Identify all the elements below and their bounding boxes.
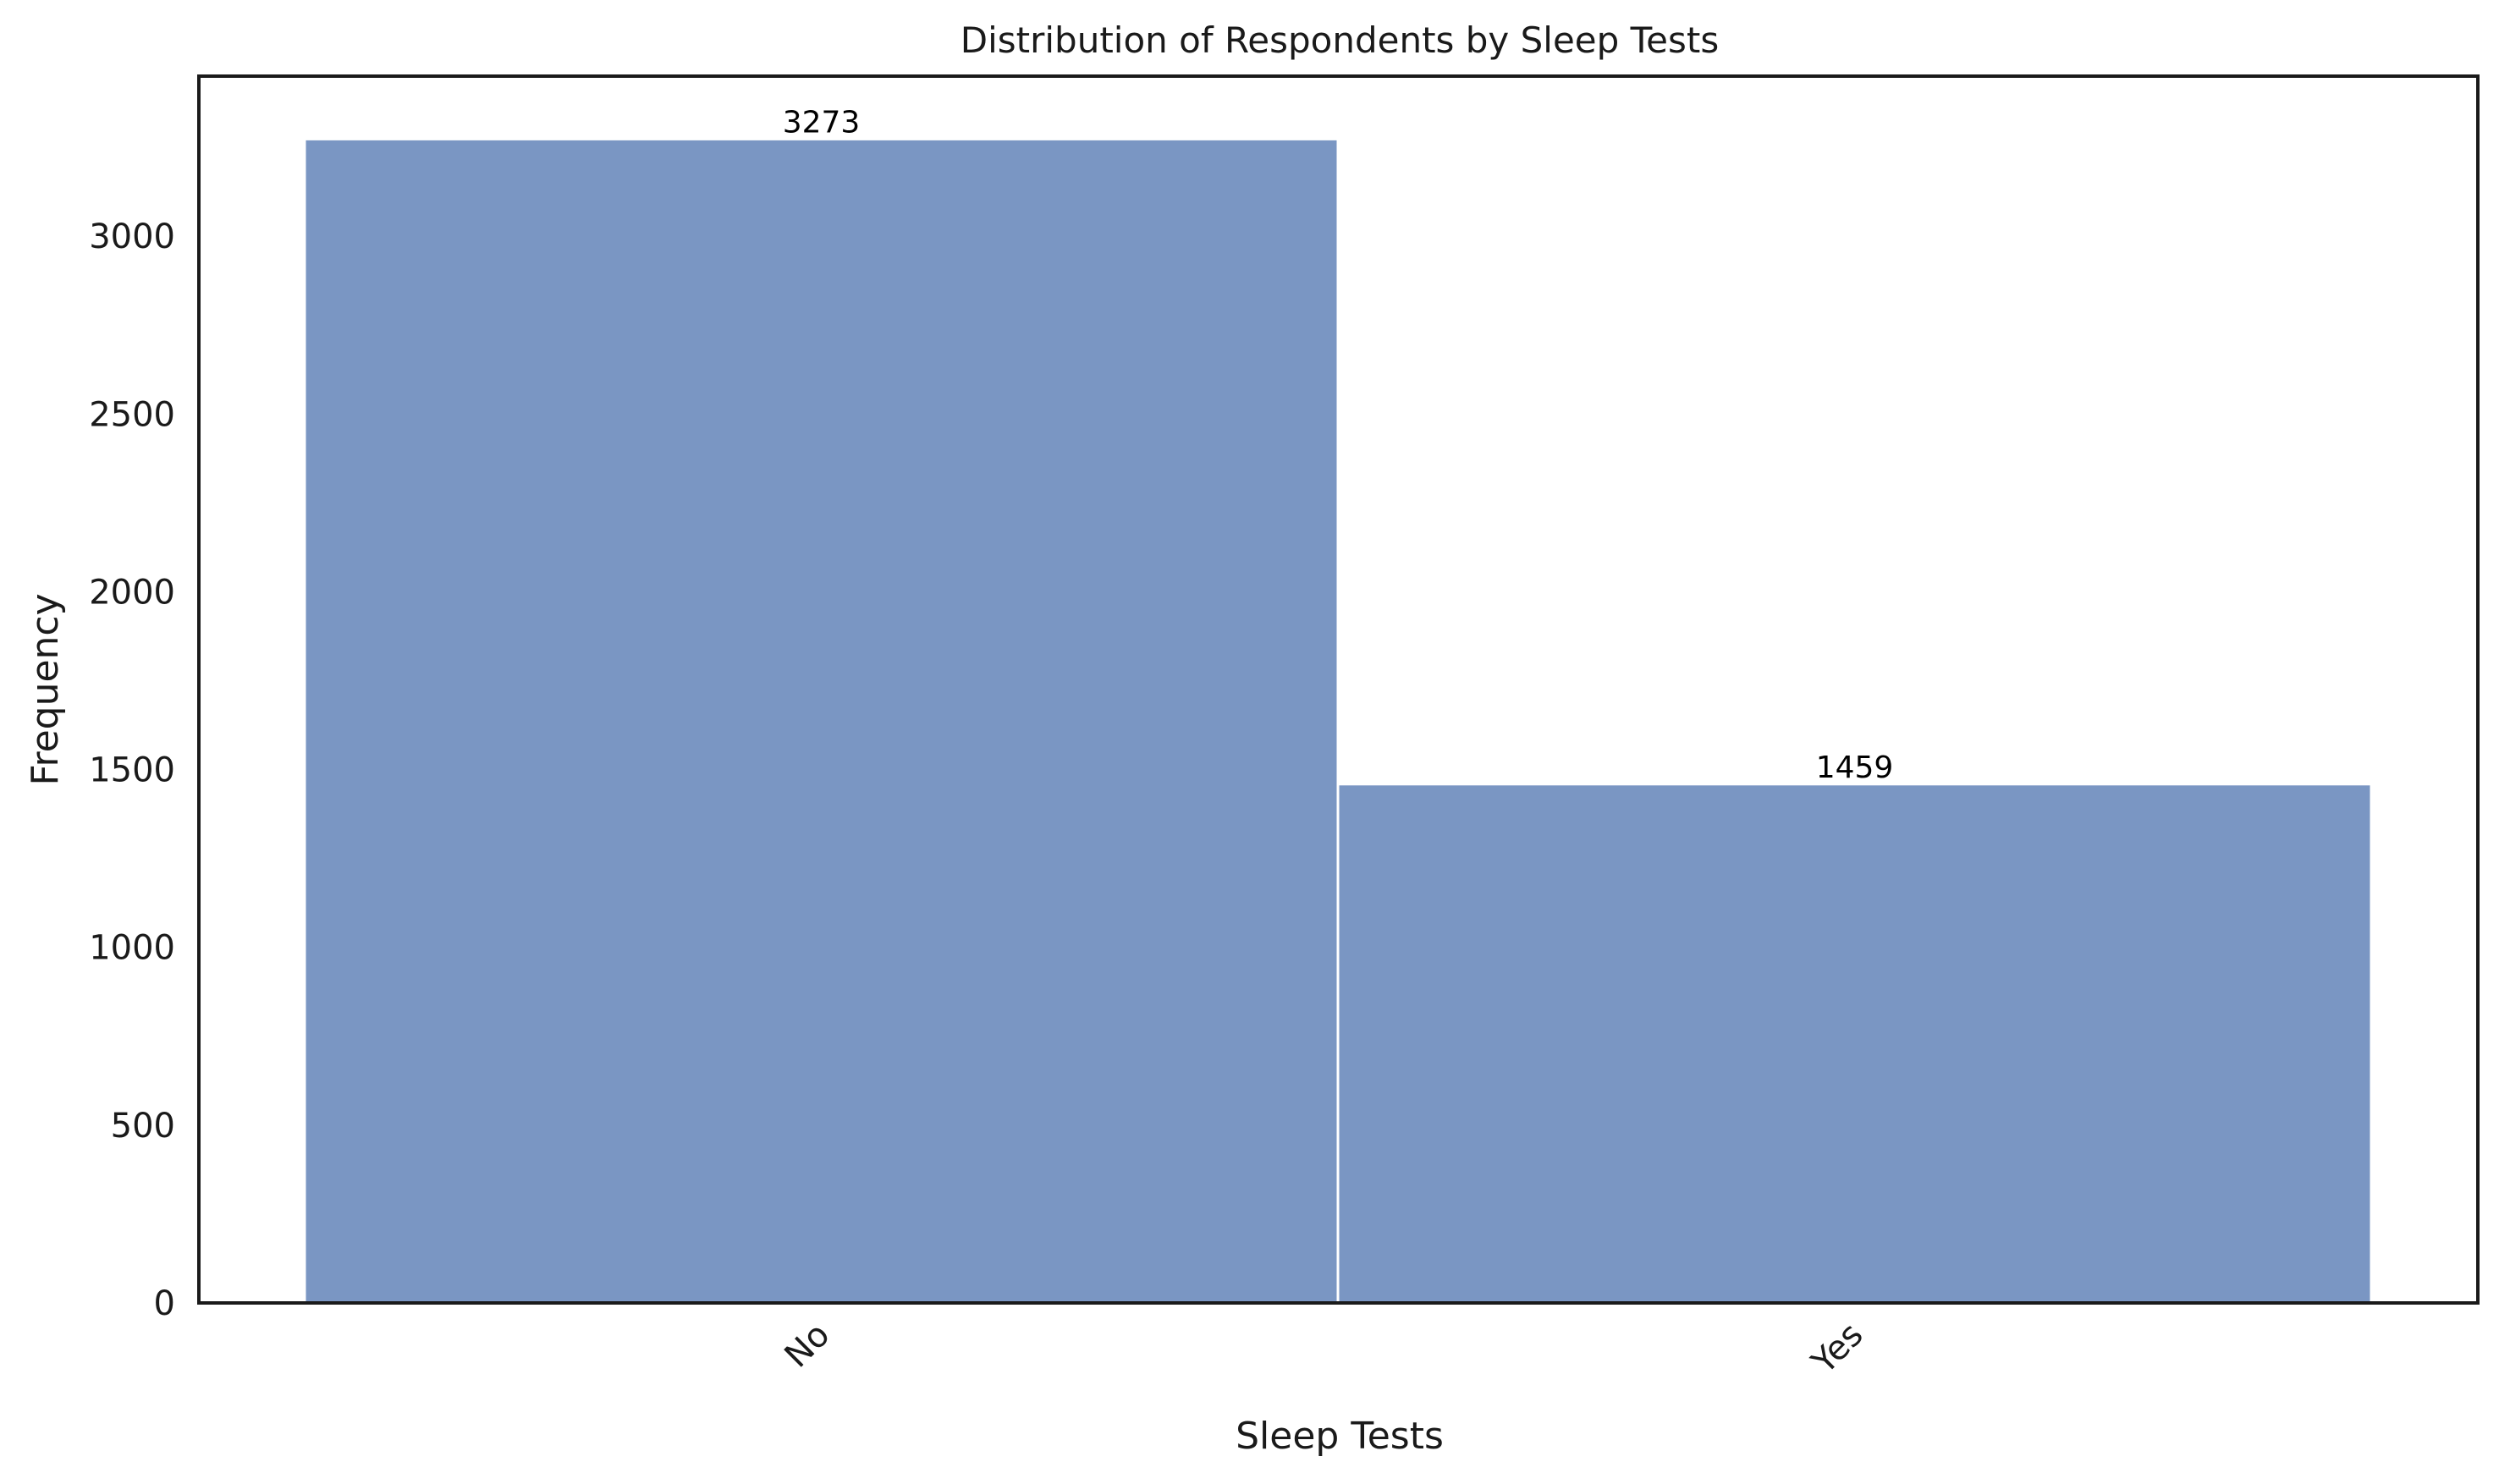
y-tick-label-500: 500 xyxy=(111,1107,175,1146)
y-tick-label-1500: 1500 xyxy=(89,751,175,790)
bar-yes xyxy=(1336,783,2373,1305)
chart-title: Distribution of Respondents by Sleep Tes… xyxy=(961,19,1720,61)
x-tick-label-yes: Yes xyxy=(1804,1316,1871,1382)
bars-group xyxy=(303,137,2373,1305)
y-axis-label: Frequency xyxy=(24,593,67,785)
x-axis-ticks: No Yes xyxy=(778,1316,1871,1382)
x-axis-label: Sleep Tests xyxy=(1236,1415,1444,1458)
y-tick-label-0: 0 xyxy=(154,1284,175,1323)
y-axis-ticks: 0 500 1000 1500 2000 2500 3000 xyxy=(89,217,175,1323)
y-tick-label-2000: 2000 xyxy=(89,573,175,612)
y-tick-label-1000: 1000 xyxy=(89,929,175,968)
data-label-yes: 1459 xyxy=(1816,750,1894,785)
data-labels-group: 3273 1459 xyxy=(783,105,1894,784)
y-tick-label-2500: 2500 xyxy=(89,395,175,434)
x-tick-label-no: No xyxy=(778,1316,838,1376)
y-tick-label-3000: 3000 xyxy=(89,217,175,256)
bar-no xyxy=(303,137,1340,1305)
plot-frame xyxy=(197,74,2480,1305)
data-label-no: 3273 xyxy=(783,105,861,140)
